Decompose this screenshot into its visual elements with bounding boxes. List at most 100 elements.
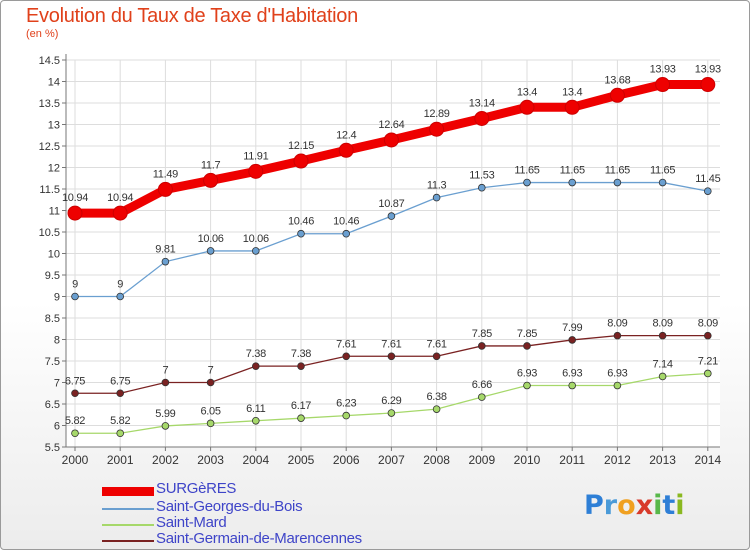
y-tick-label: 10.5 <box>39 227 60 239</box>
x-tick-label: 2002 <box>152 453 179 467</box>
data-point <box>161 378 170 387</box>
data-point <box>116 429 124 438</box>
x-tick-label: 2012 <box>604 453 631 467</box>
data-label: 9 <box>72 279 78 291</box>
data-label: 10.94 <box>107 192 133 204</box>
data-label: 8.09 <box>698 318 718 330</box>
y-tick-label: 11 <box>49 206 60 218</box>
data-point <box>67 205 83 221</box>
data-point <box>568 381 576 390</box>
legend-label: SURGèRES <box>156 480 237 497</box>
data-label: 10.46 <box>333 216 359 228</box>
y-tick-label: 9 <box>54 292 60 304</box>
data-label: 9.81 <box>155 244 175 256</box>
logo-letter: o <box>617 490 636 521</box>
x-tick-label: 2008 <box>423 453 450 467</box>
x-tick-label: 2004 <box>242 453 269 467</box>
x-tick-label: 2007 <box>378 453 405 467</box>
data-point <box>71 292 79 301</box>
data-label: 10.46 <box>288 216 314 228</box>
data-label: 10.94 <box>62 192 88 204</box>
data-point <box>342 411 351 420</box>
data-point <box>432 352 441 361</box>
data-label: 11.91 <box>243 150 268 162</box>
legend-swatch <box>102 540 154 542</box>
logo-letter: t <box>662 490 676 521</box>
data-point <box>206 247 215 255</box>
x-tick-label: 2014 <box>694 453 721 467</box>
data-point <box>112 205 128 221</box>
data-point <box>429 121 445 137</box>
data-label: 11.45 <box>695 173 720 185</box>
data-point <box>252 362 260 370</box>
data-label: 12.64 <box>378 119 404 131</box>
x-tick-label: 2001 <box>107 453 134 467</box>
y-tick-label: 14 <box>48 77 60 89</box>
x-tick-label: 2000 <box>62 453 89 467</box>
y-tick-label: 6 <box>54 421 60 433</box>
data-label: 5.99 <box>155 408 175 420</box>
legend-label: Saint-Germain-de-Marencennes <box>156 530 362 547</box>
data-label: 6.75 <box>110 375 130 387</box>
data-label: 13.68 <box>604 74 630 86</box>
y-tick-label: 7.5 <box>45 356 60 368</box>
data-point <box>116 292 124 301</box>
x-tick-label: 2011 <box>559 453 585 467</box>
data-point <box>523 381 531 390</box>
data-label: 13.93 <box>695 64 721 76</box>
data-point <box>700 77 716 93</box>
data-label: 6.17 <box>291 400 311 412</box>
data-label: 10.06 <box>243 233 269 245</box>
legend-label: Saint-Georges-du-Bois <box>156 498 303 515</box>
data-label: 5.82 <box>110 415 130 427</box>
logo-letter: P <box>584 490 604 521</box>
data-label: 7.38 <box>246 348 266 360</box>
data-label: 7.85 <box>517 328 537 340</box>
data-label: 10.87 <box>378 198 404 210</box>
data-label: 11.65 <box>514 165 539 177</box>
data-point <box>342 352 351 361</box>
y-tick-label: 7 <box>54 378 60 390</box>
data-label: 7.99 <box>562 322 582 334</box>
data-point <box>387 212 396 220</box>
data-point <box>157 181 173 197</box>
data-label: 8.09 <box>607 318 627 330</box>
data-point <box>206 419 215 428</box>
y-tick-label: 12.5 <box>39 141 60 153</box>
legend-swatch <box>102 508 154 510</box>
legend-swatch <box>102 524 154 526</box>
data-label: 6.23 <box>336 398 356 410</box>
data-label: 11.7 <box>201 159 221 171</box>
logo-letter: x <box>635 490 654 521</box>
data-point <box>248 163 264 179</box>
data-point <box>703 331 712 340</box>
data-label: 11.49 <box>153 168 178 180</box>
data-label: 11.65 <box>650 165 675 177</box>
data-point <box>387 352 396 361</box>
y-tick-label: 5.5 <box>45 442 60 454</box>
data-label: 6.93 <box>517 368 537 380</box>
proxiti-logo: Proxiti <box>584 490 685 521</box>
logo-letter: i <box>653 490 663 521</box>
data-label: 13.4 <box>517 86 537 98</box>
y-tick-label: 10 <box>48 249 60 261</box>
data-label: 7.61 <box>381 338 401 350</box>
data-point <box>477 393 486 401</box>
data-point <box>568 178 576 187</box>
y-tick-label: 8 <box>54 335 60 347</box>
data-label: 6.66 <box>472 379 492 391</box>
data-label: 13.4 <box>562 86 582 98</box>
data-label: 12.4 <box>336 129 356 141</box>
data-label: 11.53 <box>469 170 494 182</box>
data-point <box>252 416 260 425</box>
data-label: 6.75 <box>65 375 85 387</box>
data-label: 7 <box>162 365 168 377</box>
x-tick-label: 2013 <box>649 453 676 467</box>
data-label: 7.21 <box>698 355 718 367</box>
data-point <box>338 142 354 158</box>
data-label: 13.93 <box>650 64 676 76</box>
data-point <box>609 87 625 103</box>
data-point <box>297 229 305 238</box>
data-point <box>432 405 441 413</box>
